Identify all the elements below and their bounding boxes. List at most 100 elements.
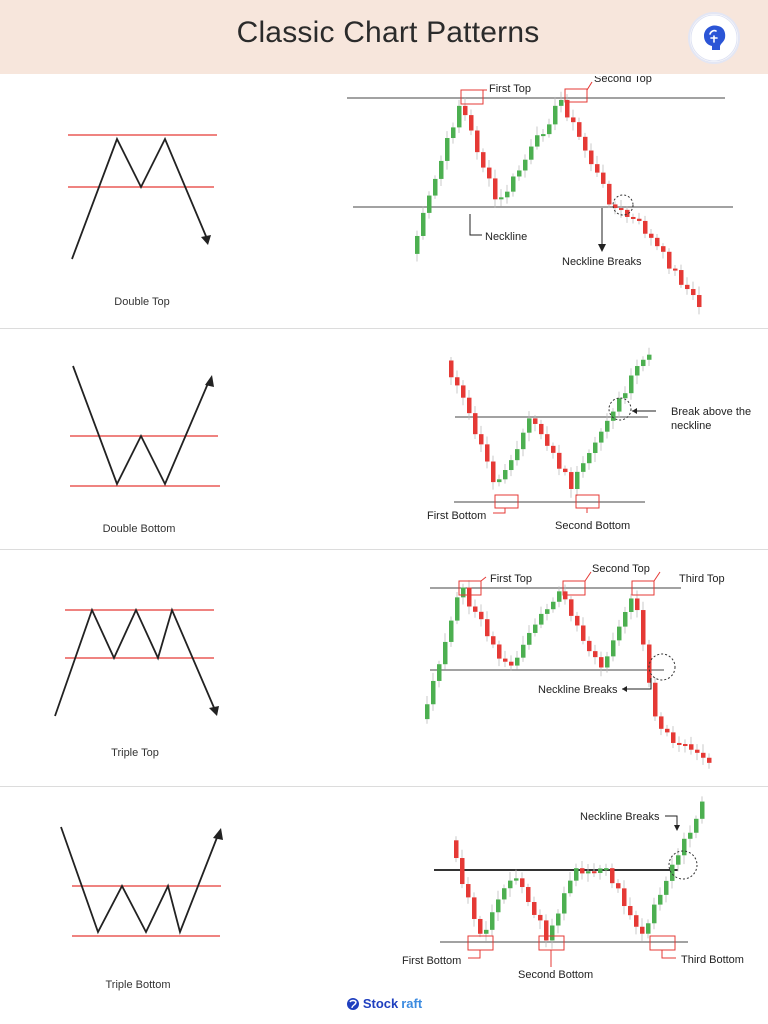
candle-down — [587, 640, 592, 652]
candle-up — [587, 453, 592, 464]
candle-up — [505, 191, 510, 198]
candle-down — [472, 897, 477, 919]
candle-up — [623, 393, 628, 399]
candle-down — [449, 360, 454, 378]
candle-up — [574, 868, 579, 881]
candle-down — [533, 418, 538, 424]
candle-down — [640, 926, 645, 934]
candle-up — [557, 591, 562, 602]
candle-down — [677, 742, 682, 745]
candle-up — [586, 871, 591, 874]
candle-down — [539, 423, 544, 435]
neckline-label: Neckline — [485, 231, 527, 243]
candle-down — [581, 625, 586, 641]
second-top-box — [562, 580, 586, 596]
candle-down — [622, 888, 627, 907]
candle-up — [676, 855, 681, 865]
arrow-head — [201, 235, 211, 245]
candle-down — [475, 130, 480, 153]
candle-down — [455, 377, 460, 386]
candle-down — [493, 178, 498, 200]
candle-up — [503, 470, 508, 480]
candle-up — [688, 832, 693, 839]
pattern-path — [71, 136, 209, 260]
pattern-label: Double Bottom — [102, 523, 176, 535]
pattern-path — [54, 607, 216, 717]
candle-up — [496, 899, 501, 913]
candle-down — [593, 651, 598, 658]
candle-down — [491, 636, 496, 645]
candle-down — [697, 295, 702, 308]
candle-down — [689, 744, 694, 750]
candle-up — [514, 878, 519, 881]
arrow-head — [205, 375, 214, 387]
candle-up — [575, 471, 580, 489]
candle-down — [526, 887, 531, 903]
second-top-box — [564, 88, 588, 103]
candle-down — [635, 598, 640, 611]
candle-up — [646, 923, 651, 934]
candle-up — [545, 609, 550, 614]
candle-down — [641, 610, 646, 645]
candle-up — [521, 644, 526, 658]
candle-up — [455, 597, 460, 621]
candle-up — [568, 880, 573, 894]
candle-up — [629, 598, 634, 612]
candle-up — [425, 704, 430, 720]
neckline-breaks-label: Neckline Breaks — [538, 684, 618, 696]
page-title: Classic Chart Patterns — [236, 16, 540, 49]
candle-down — [557, 452, 562, 469]
candle-down — [485, 619, 490, 637]
second-bottom-label: Second Bottom — [555, 520, 630, 532]
candle-up — [445, 138, 450, 161]
double-top-section: First Top Second Top Neckline Neckline B… — [0, 76, 768, 328]
candle-up — [605, 656, 610, 668]
candle-down — [460, 858, 465, 885]
candle-up — [439, 160, 444, 179]
candle-down — [685, 284, 690, 290]
double-top-plot: First Top Second Top Neckline Neckline B… — [68, 76, 733, 315]
arrow-head — [209, 706, 219, 716]
pattern-path — [72, 365, 210, 487]
candle-down — [463, 105, 468, 116]
candle-up — [508, 880, 513, 889]
candle-down — [479, 611, 484, 620]
candle-down — [538, 914, 543, 921]
candle-down — [469, 115, 474, 131]
neckline-breaks-label: Neckline Breaks — [580, 811, 660, 823]
candle-down — [569, 472, 574, 489]
double-bottom-plot: First Bottom Second Bottom Break above t… — [70, 347, 751, 532]
double-bottom-section: First Bottom Second Bottom Break above t… — [0, 328, 768, 550]
candle-down — [647, 644, 652, 683]
candle-down — [683, 744, 688, 747]
candle-down — [610, 868, 615, 884]
candle-up — [497, 479, 502, 483]
candle-down — [616, 883, 621, 889]
candle-down — [673, 268, 678, 271]
pattern-label: Double Top — [114, 296, 170, 308]
candle-down — [571, 117, 576, 123]
candle-down — [695, 749, 700, 753]
candle-down — [491, 461, 496, 483]
candle-down — [497, 644, 502, 659]
candle-up — [682, 838, 687, 856]
candle-up — [556, 913, 561, 926]
candle-up — [529, 146, 534, 160]
candle-up — [617, 626, 622, 641]
candles — [415, 91, 702, 315]
candle-down — [520, 878, 525, 888]
second-bottom-label: Second Bottom — [518, 969, 593, 981]
break-label-line1: Break above the — [671, 406, 751, 418]
candle-up — [559, 99, 564, 106]
candle-up — [539, 613, 544, 625]
first-top-label: First Top — [490, 573, 532, 585]
brain-bulb-icon — [690, 14, 738, 62]
candle-down — [545, 434, 550, 446]
candle-down — [634, 915, 639, 927]
candle-up — [515, 449, 520, 461]
candle-down — [454, 840, 459, 859]
candle-up — [421, 212, 426, 236]
candle-down — [631, 216, 636, 219]
candle-down — [599, 657, 604, 668]
candle-down — [466, 884, 471, 898]
